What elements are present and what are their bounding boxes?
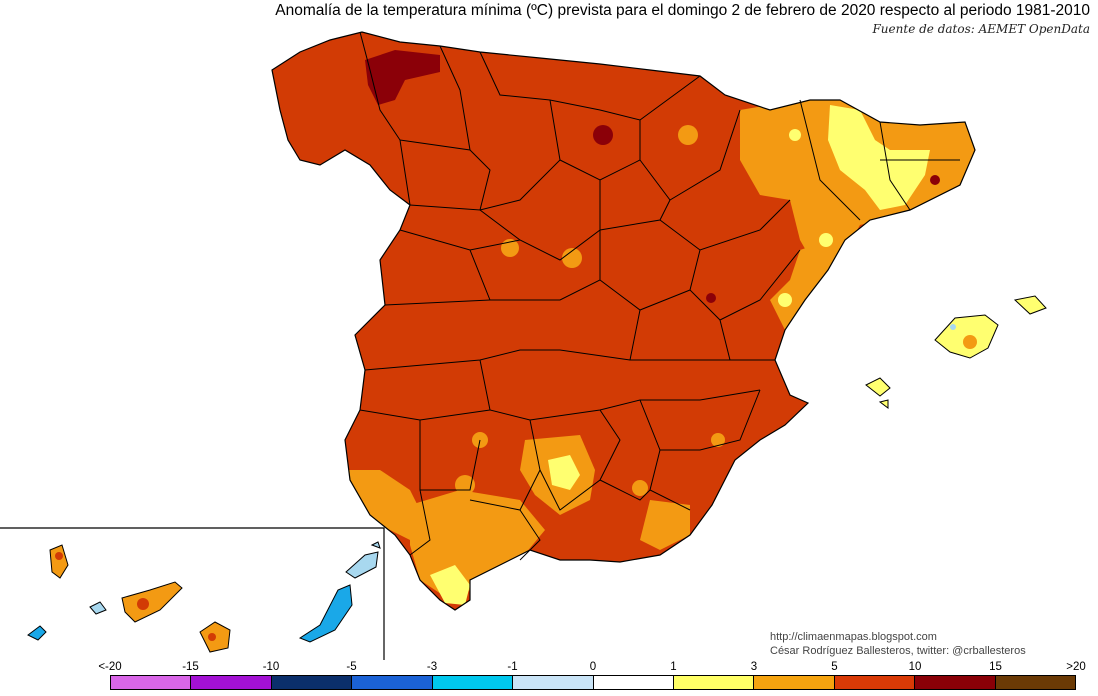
legend-swatch bbox=[191, 676, 272, 689]
anomaly-spot-warm bbox=[930, 175, 940, 185]
island-lanzarote bbox=[345, 551, 379, 579]
island-menorca bbox=[1013, 295, 1047, 315]
legend-tick-label: -15 bbox=[182, 661, 199, 673]
anomaly-map bbox=[0, 31, 1047, 660]
legend-swatch bbox=[754, 676, 835, 689]
anomaly-spot bbox=[562, 248, 582, 268]
anomaly-spot bbox=[632, 480, 648, 496]
anomaly-zone-northeast bbox=[740, 100, 975, 275]
la-palma-spot bbox=[55, 552, 63, 560]
legend-tick-label: 15 bbox=[989, 661, 1002, 673]
anomaly-zone-jaen-cool bbox=[548, 455, 580, 490]
anomaly-zone-galicia-warm bbox=[365, 50, 440, 105]
legend-swatch bbox=[593, 676, 674, 689]
legend-tick-label: <-20 bbox=[98, 661, 122, 673]
author-credit: César Rodríguez Ballesteros, twitter: @c… bbox=[770, 645, 1026, 657]
island-formentera bbox=[878, 399, 889, 409]
legend-tick-label: -10 bbox=[262, 661, 280, 673]
anomaly-spot bbox=[678, 125, 698, 145]
island-ibiza bbox=[865, 377, 891, 397]
anomaly-spot-cool bbox=[819, 233, 833, 247]
map-title: Anomalía de la temperatura mínima (ºC) p… bbox=[275, 2, 1090, 19]
mallorca-spot bbox=[963, 335, 977, 349]
island-la-graciosa bbox=[370, 541, 381, 549]
anomaly-spot-warm bbox=[706, 293, 716, 303]
blog-credit: http://climaenmapas.blogspot.com bbox=[770, 631, 937, 643]
canary-inset-frame bbox=[0, 527, 385, 660]
anomaly-spot-cool bbox=[789, 129, 801, 141]
legend-swatch bbox=[834, 676, 916, 689]
island-tenerife bbox=[121, 581, 183, 623]
island-la-gomera bbox=[89, 601, 107, 615]
legend-swatch bbox=[432, 676, 514, 689]
legend-swatch bbox=[271, 676, 353, 689]
anomaly-spot-cool bbox=[778, 293, 792, 307]
island-fuerteventura bbox=[298, 584, 353, 643]
legend-swatch bbox=[352, 676, 433, 689]
legend-tick-label: 5 bbox=[831, 661, 838, 673]
legend-tick-label: 0 bbox=[589, 661, 597, 673]
mallorca-spot bbox=[950, 324, 956, 330]
legend-tick-label: 10 bbox=[908, 661, 922, 673]
anomaly-zone-cadiz-cool bbox=[430, 565, 470, 605]
anomaly-zone-cadiz bbox=[410, 490, 545, 600]
legend-tick-label: 3 bbox=[750, 661, 758, 673]
anomaly-spot bbox=[501, 239, 519, 257]
anomaly-spot-warm bbox=[593, 125, 613, 145]
anomaly-zone-almeria bbox=[640, 500, 690, 550]
anomaly-zone-valencia bbox=[770, 240, 840, 330]
legend-colorbar bbox=[110, 675, 1076, 690]
legend-swatch bbox=[995, 676, 1076, 689]
legend-tick-label: -3 bbox=[426, 661, 438, 673]
island-el-hierro bbox=[27, 625, 47, 641]
legend-swatch bbox=[513, 676, 594, 689]
legend-tick-label: -5 bbox=[346, 661, 357, 673]
gran-canaria-spot bbox=[208, 633, 216, 641]
legend-swatch bbox=[111, 676, 192, 689]
island-la-palma bbox=[49, 544, 69, 579]
legend-tick-label: 1 bbox=[670, 661, 677, 673]
province-borders bbox=[359, 31, 960, 561]
data-source: Fuente de datos: AEMET OpenData bbox=[872, 22, 1090, 36]
legend-tick-label: >20 bbox=[1066, 661, 1086, 673]
anomaly-zone-catalonia-cool bbox=[828, 105, 930, 210]
legend-swatch bbox=[673, 676, 755, 689]
tenerife-spot bbox=[137, 598, 149, 610]
legend-tick-label: -1 bbox=[507, 661, 518, 673]
anomaly-zone-huelva bbox=[345, 470, 420, 540]
anomaly-spot bbox=[711, 433, 725, 447]
legend-swatch bbox=[915, 676, 996, 689]
